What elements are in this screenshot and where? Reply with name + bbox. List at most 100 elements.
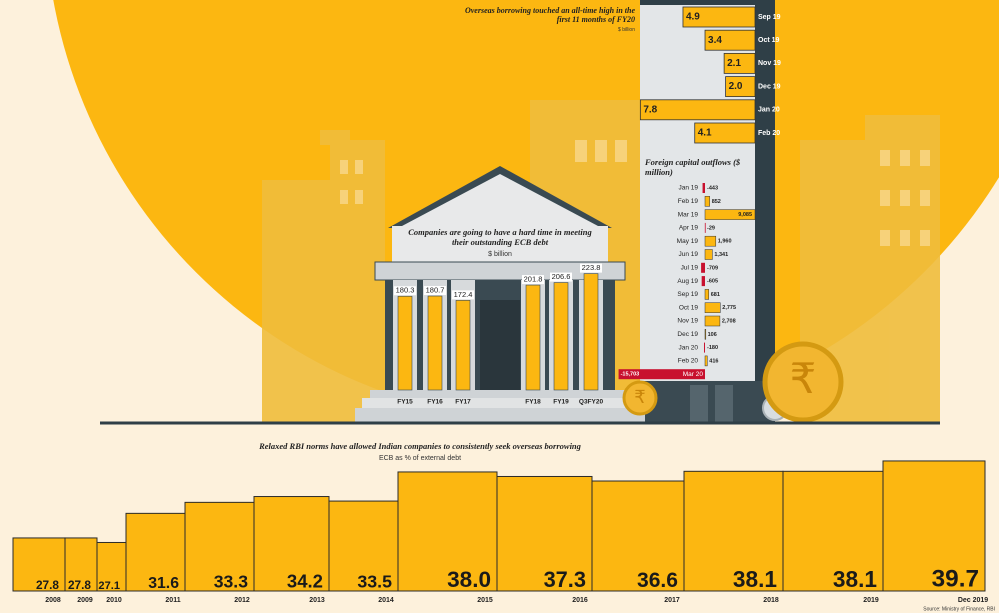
value-label: 27.1 (98, 580, 120, 592)
bar (704, 329, 707, 340)
category-label: Dec 19 (758, 83, 781, 90)
bar (455, 300, 471, 391)
category-label: FY16 (427, 399, 443, 406)
category-label: Oct 19 (758, 37, 780, 44)
value-label: 223.8 (582, 263, 601, 272)
bank-frieze (392, 226, 608, 262)
category-label: Sep 19 (758, 14, 781, 21)
value-label: 39.7 (932, 565, 979, 592)
value-label: 33.3 (214, 572, 248, 592)
category-label: Jul 19 (681, 265, 699, 272)
category-label: Mar 19 (678, 211, 699, 218)
coin (762, 341, 844, 423)
category-label: Dec 19 (677, 331, 698, 338)
value-label: 180.7 (426, 286, 445, 295)
category-label: 2018 (763, 597, 779, 604)
windows (340, 140, 930, 246)
bar (184, 501, 255, 592)
source: Source: Ministry of Finance, RBI (923, 606, 995, 612)
category-label: Mar 20 (683, 371, 704, 378)
chart-title: Companies are going to have a hard time … (408, 227, 592, 247)
value-label: -605 (707, 279, 718, 285)
value-label: -709 (707, 265, 718, 271)
bar (639, 99, 756, 121)
category-label: FY19 (553, 399, 569, 406)
value-label: 31.6 (148, 575, 179, 592)
value-label: 1,960 (718, 239, 732, 245)
value-label: 27.8 (68, 578, 91, 592)
bar (328, 500, 399, 592)
bar (553, 282, 569, 391)
category-label: Jan 19 (678, 185, 698, 192)
chart-title: Foreign capital outflows ($ million) (645, 157, 741, 177)
category-label: FY18 (525, 399, 541, 406)
bar (704, 315, 721, 327)
category-label: Q3FY20 (579, 399, 604, 406)
tower-door (690, 385, 708, 422)
value-label: 38.1 (833, 566, 877, 592)
chart-title: Relaxed RBI norms have allowed Indian co… (259, 441, 581, 451)
rupee-icon: ₹ (790, 355, 817, 402)
category-label: May 19 (677, 238, 699, 245)
category-label: Feb 20 (678, 358, 699, 365)
value-label: 34.2 (287, 571, 323, 592)
label-box (394, 286, 416, 296)
bar (583, 273, 599, 391)
bar (704, 209, 756, 220)
value-label: 38.0 (447, 567, 491, 592)
value-label: 33.5 (357, 572, 392, 592)
chart-title: Overseas borrowing touched an all-time h… (464, 6, 635, 25)
bank-step (370, 390, 630, 398)
category-label: 2015 (477, 597, 493, 604)
bar (683, 470, 784, 592)
value-label: 36.6 (637, 569, 678, 592)
value-label: 4.9 (686, 12, 700, 23)
bar (704, 355, 708, 367)
category-label: 2011 (165, 597, 180, 604)
bar (701, 262, 705, 273)
category-label: Nov 19 (758, 60, 781, 67)
category-label: Jan 20 (758, 107, 780, 114)
label-box (550, 272, 572, 282)
category-label: 2013 (309, 597, 325, 604)
bar (701, 276, 705, 287)
value-label: -180 (707, 345, 718, 351)
bar (782, 470, 884, 592)
value-label: 1,341 (714, 252, 728, 258)
label-box (522, 275, 544, 285)
category-label: 2019 (863, 597, 879, 604)
value-label: 38.1 (733, 566, 777, 592)
bar (723, 53, 756, 74)
value-label: 3.4 (708, 35, 722, 46)
bar (397, 295, 413, 391)
category-label: 2017 (664, 597, 680, 604)
bar (704, 235, 717, 247)
value-label: 37.3 (544, 567, 586, 592)
rupee-icon: ₹ (634, 387, 645, 407)
bar (882, 460, 986, 592)
bank-step (362, 398, 638, 408)
bar (496, 475, 593, 592)
value-label: 180.3 (396, 286, 415, 295)
value-label: 2.1 (727, 58, 741, 69)
value-label: -443 (707, 185, 718, 191)
bar (704, 289, 709, 300)
bar (12, 537, 66, 592)
bank-step (355, 408, 645, 422)
bar (702, 183, 705, 193)
value-label: -29 (707, 225, 715, 231)
category-label: 2008 (45, 597, 61, 604)
bar (591, 480, 685, 592)
value-label: 7.8 (643, 104, 657, 115)
category-label: FY15 (397, 399, 413, 406)
bar (704, 302, 721, 313)
coin (622, 380, 658, 416)
bar (682, 6, 756, 28)
value-label: 106 (708, 332, 717, 338)
bar (704, 196, 710, 207)
category-label: Apr 19 (679, 225, 699, 232)
category-label: 2014 (378, 597, 394, 604)
label-box (580, 263, 602, 273)
category-label: Jan 20 (678, 344, 698, 351)
bar (125, 512, 186, 592)
